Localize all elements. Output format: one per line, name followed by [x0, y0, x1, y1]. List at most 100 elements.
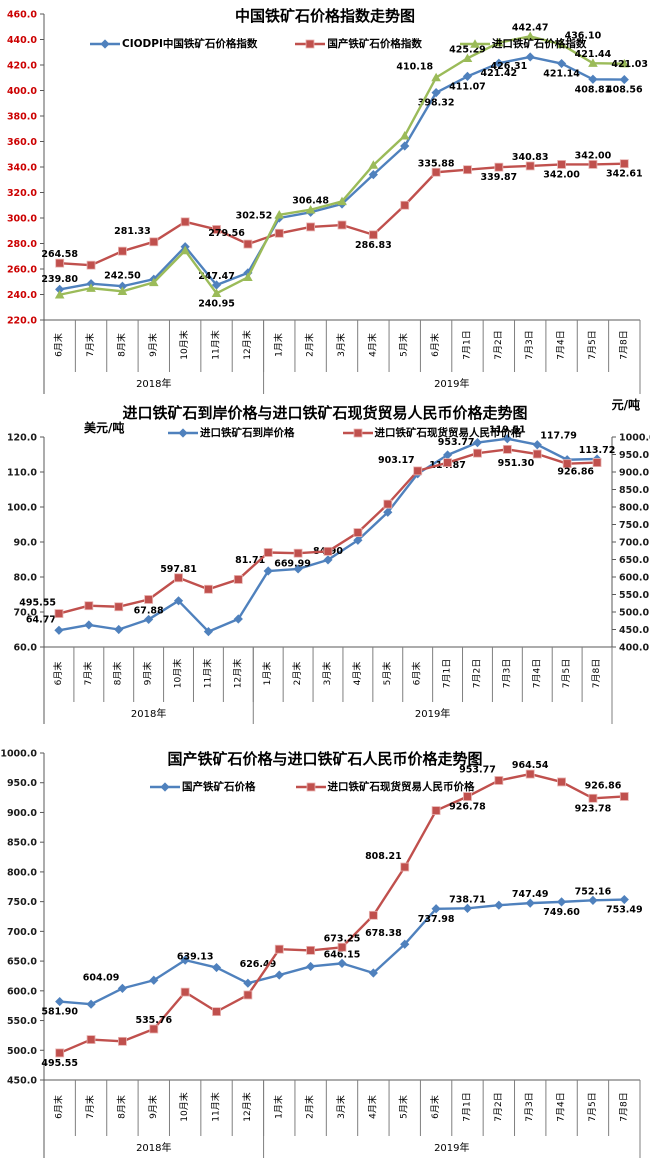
square-marker: [619, 792, 629, 801]
square-marker: [337, 220, 347, 230]
data-point-label: 421.44: [575, 49, 612, 60]
square-marker: [306, 782, 315, 791]
diamond-marker: [525, 898, 535, 908]
square-marker: [306, 945, 316, 955]
diamond-marker: [243, 978, 253, 988]
square-marker: [353, 528, 363, 537]
square-marker: [619, 159, 629, 169]
x-axis-category-label: 6月末: [429, 1095, 441, 1119]
x-axis-year-label: 2018年: [136, 1141, 171, 1154]
x-axis-category-label: 1月末: [272, 333, 284, 357]
data-point-label: 64.77: [26, 614, 56, 625]
x-axis-category-label: 2月末: [291, 662, 303, 686]
data-point-label: 581.90: [41, 1007, 78, 1018]
data-point-label: 747.49: [512, 889, 549, 900]
data-point-label: 339.87: [481, 172, 518, 183]
data-point-label: 335.88: [418, 158, 455, 169]
triangle-marker: [588, 58, 598, 67]
diamond-marker: [160, 781, 170, 792]
data-point-label: 117.79: [540, 431, 577, 442]
triangle-marker: [274, 209, 285, 219]
data-point-label: 678.38: [365, 928, 402, 939]
x-axis-category-label: 12月末: [241, 330, 253, 359]
data-point-label: 264.58: [41, 249, 78, 260]
square-marker: [149, 1024, 159, 1034]
legend-marker-diamond-icon: [90, 38, 120, 49]
square-marker: [54, 609, 64, 618]
x-axis-category-label: 4月末: [366, 333, 378, 357]
diamond-marker: [173, 596, 184, 606]
x-axis-category-label: 11月末: [210, 1092, 222, 1121]
y-axis-tick-label: 420.0: [7, 61, 37, 72]
chart-import-price-trend: 进口铁矿石到岸价格与进口铁矿石现货贸易人民币价格走势图 美元/吨 元/吨 进口铁…: [0, 395, 650, 735]
y-axis-tick-label: 800.0: [7, 867, 37, 878]
data-point-label: 421.14: [543, 69, 580, 80]
legend-item: 国产铁矿石价格: [150, 779, 256, 794]
y2-axis-tick-label: 500.0: [619, 608, 649, 619]
x-axis-category-label: 4月末: [366, 1095, 378, 1119]
diamond-marker: [556, 897, 567, 907]
x-axis-year-label: 2018年: [136, 377, 171, 390]
square-marker: [431, 167, 441, 177]
square-marker: [473, 448, 482, 458]
y-axis-tick-label: 260.0: [7, 265, 37, 276]
legend-item-label: CIODPI中国铁矿石价格指数: [122, 38, 258, 50]
y2-axis-tick-label: 550.0: [619, 590, 649, 601]
diamond-marker: [353, 535, 363, 545]
triangle-marker: [494, 37, 504, 47]
x-axis-category-label: 6月末: [53, 1095, 65, 1119]
data-point-label: 749.60: [543, 907, 580, 918]
series-line: [55, 769, 629, 1058]
square-marker: [463, 165, 472, 175]
diamond-marker: [442, 450, 453, 460]
square-marker: [263, 548, 273, 557]
square-marker: [86, 1035, 96, 1044]
x-axis-year-label: 2019年: [434, 377, 469, 390]
legend-item-label: 进口铁矿石现货贸易人民币价格: [374, 427, 522, 439]
square-marker: [118, 246, 127, 256]
triangle-marker: [525, 31, 536, 41]
legend-item: 国产铁矿石价格指数: [295, 36, 422, 51]
square-marker: [118, 1036, 127, 1046]
data-point-label: 669.99: [274, 559, 311, 570]
axes: 1000.0 950.0 900.0 850.0 800.0 750.0 700.0 650.…: [0, 749, 641, 1158]
data-point-label: 286.83: [355, 240, 392, 251]
triangle-marker: [305, 204, 316, 214]
x-axis-category-label: 6月末: [411, 662, 423, 686]
x-axis-category-label: 7月3日: [501, 659, 512, 688]
square-marker: [443, 458, 452, 468]
legend-item: 进口铁矿石现货贸易人民币价格: [342, 425, 522, 440]
x-axis-category-label: 3月末: [335, 333, 347, 357]
x-axis-category-label: 1月末: [272, 1095, 284, 1119]
x-axis-category-label: 5月末: [398, 1095, 410, 1119]
y-axis-tick-label: 120.0: [7, 433, 37, 444]
diamond-marker: [117, 983, 128, 993]
square-marker: [562, 459, 572, 469]
legend-marker-square-icon: [295, 782, 326, 791]
y-axis-tick-label: 360.0: [7, 137, 37, 148]
square-marker: [212, 1007, 221, 1017]
data-point-label: 119.51: [489, 425, 526, 436]
data-point-label: 495.55: [41, 1058, 78, 1069]
data-point-label: 242.50: [104, 270, 141, 281]
square-marker: [323, 546, 333, 556]
y-axis-tick-label: 460.0: [7, 10, 37, 21]
diamond-marker: [274, 970, 284, 980]
legend-item-label: 国产铁矿石价格指数: [327, 38, 422, 50]
y2-axis-tick-label: 950.0: [619, 450, 649, 461]
y2-axis-tick-label: 600.0: [619, 573, 649, 584]
y-axis-tick-label: 90.0: [14, 538, 38, 549]
y2-axis-tick-label: 700.0: [619, 538, 649, 549]
triangle-marker: [556, 39, 567, 49]
x-axis-category-label: 11月末: [201, 659, 213, 688]
x-axis-category-label: 12月末: [241, 1092, 253, 1121]
data-point-label: 646.15: [324, 949, 361, 960]
data-point-label: 436.10: [565, 30, 602, 41]
x-axis-category-label: 7月2日: [493, 330, 504, 359]
y-axis-tick-label: 950.0: [7, 778, 37, 789]
square-marker: [274, 944, 284, 954]
diamond-marker: [100, 38, 110, 49]
square-marker: [233, 575, 243, 584]
data-point-label: 926.86: [557, 467, 594, 478]
